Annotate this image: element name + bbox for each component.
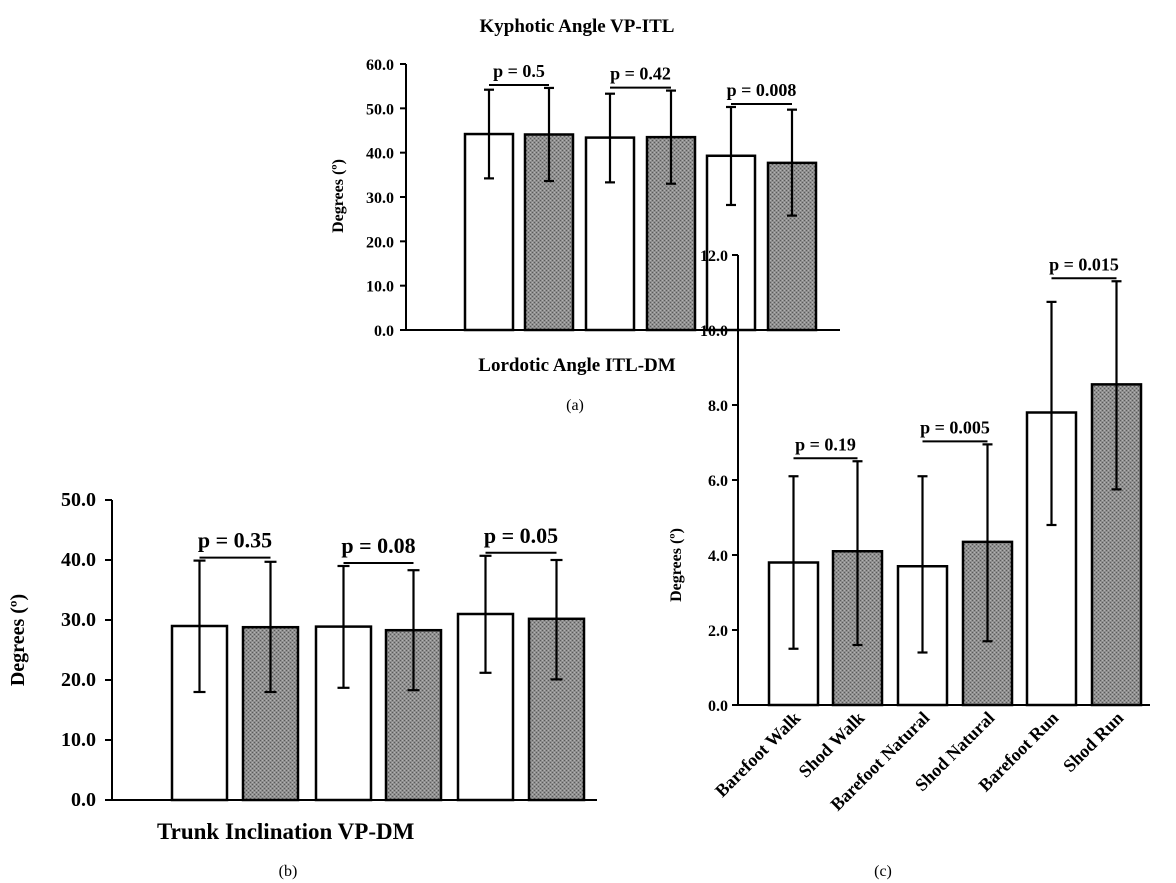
bars bbox=[463, 132, 818, 332]
p-value-label: p = 0.05 bbox=[484, 523, 558, 548]
y-tick-label: 40.0 bbox=[366, 146, 394, 163]
y-tick-label: 10.0 bbox=[61, 729, 96, 751]
p-value-label: p = 0.5 bbox=[493, 61, 545, 81]
y-ticks: 0.0 2.0 4.0 6.0 8.0 10.0 12.0 bbox=[700, 248, 738, 715]
p-values: p = 0.19 p = 0.005 p = 0.015 bbox=[793, 254, 1119, 460]
panel-a: Kyphotic Angle VP-ITL Degrees (º) 0.0 10.… bbox=[330, 16, 840, 414]
y-tick-label: 0.0 bbox=[374, 323, 394, 340]
error-bars bbox=[193, 554, 563, 694]
y-tick-label: 40.0 bbox=[61, 549, 96, 571]
y-tick-label: 60.0 bbox=[366, 57, 394, 74]
p-value-label: p = 0.19 bbox=[795, 434, 856, 454]
p-value-label: p = 0.008 bbox=[727, 80, 797, 100]
error-bars bbox=[788, 280, 1122, 654]
y-tick-label: 20.0 bbox=[61, 669, 96, 691]
panel-c: Degrees (º) 0.0 2.0 4.0 6.0 8.0 10.0 12.0 p = … bbox=[668, 248, 1150, 880]
p-value-label: p = 0.08 bbox=[341, 533, 415, 558]
y-tick-label: 6.0 bbox=[708, 473, 728, 490]
p-value-label: p = 0.015 bbox=[1049, 254, 1119, 274]
p-values: p = 0.35 p = 0.08 p = 0.05 bbox=[198, 523, 558, 564]
panel-b: Degrees (º) 0.0 10.0 20.0 30.0 40.0 50.0 p = … bbox=[7, 489, 597, 880]
y-ticks: 0.0 10.0 20.0 30.0 40.0 50.0 bbox=[61, 489, 112, 811]
y-tick-label: 0.0 bbox=[71, 789, 96, 811]
y-tick-label: 50.0 bbox=[366, 101, 394, 118]
y-tick-label: 30.0 bbox=[61, 609, 96, 631]
p-value-label: p = 0.005 bbox=[920, 417, 990, 437]
x-category-label: Barefoot Walk bbox=[711, 708, 804, 801]
y-axis-label: Degrees (º) bbox=[7, 594, 29, 686]
error-bars bbox=[484, 86, 797, 217]
x-category-label: Shod Run bbox=[1059, 708, 1127, 776]
p-values: p = 0.5 p = 0.42 p = 0.008 bbox=[489, 61, 797, 106]
y-tick-label: 30.0 bbox=[366, 190, 394, 207]
bars bbox=[170, 612, 586, 802]
p-value-label: p = 0.35 bbox=[198, 528, 272, 553]
y-tick-label: 20.0 bbox=[366, 234, 394, 251]
panel-label: (a) bbox=[566, 397, 584, 414]
y-tick-label: 2.0 bbox=[708, 623, 728, 640]
y-tick-label: 10.0 bbox=[700, 323, 728, 340]
panel-label: (b) bbox=[279, 863, 298, 880]
x-axis-label: Trunk Inclination VP-DM bbox=[157, 819, 415, 844]
y-axis-label: Degrees (º) bbox=[668, 528, 685, 602]
y-axis-label: Degrees (º) bbox=[330, 159, 347, 233]
panel-label: (c) bbox=[874, 863, 892, 880]
y-tick-label: 12.0 bbox=[700, 248, 728, 265]
y-tick-label: 4.0 bbox=[708, 548, 728, 565]
y-tick-label: 8.0 bbox=[708, 398, 728, 415]
y-tick-label: 0.0 bbox=[708, 698, 728, 715]
chart-title: Kyphotic Angle VP-ITL bbox=[480, 16, 675, 37]
x-axis-label: Lordotic Angle ITL-DM bbox=[478, 355, 675, 376]
p-value-label: p = 0.42 bbox=[610, 64, 671, 84]
y-tick-label: 10.0 bbox=[366, 279, 394, 296]
y-ticks: 0.0 10.0 20.0 30.0 40.0 50.0 60.0 bbox=[366, 57, 406, 340]
y-tick-label: 50.0 bbox=[61, 489, 96, 511]
